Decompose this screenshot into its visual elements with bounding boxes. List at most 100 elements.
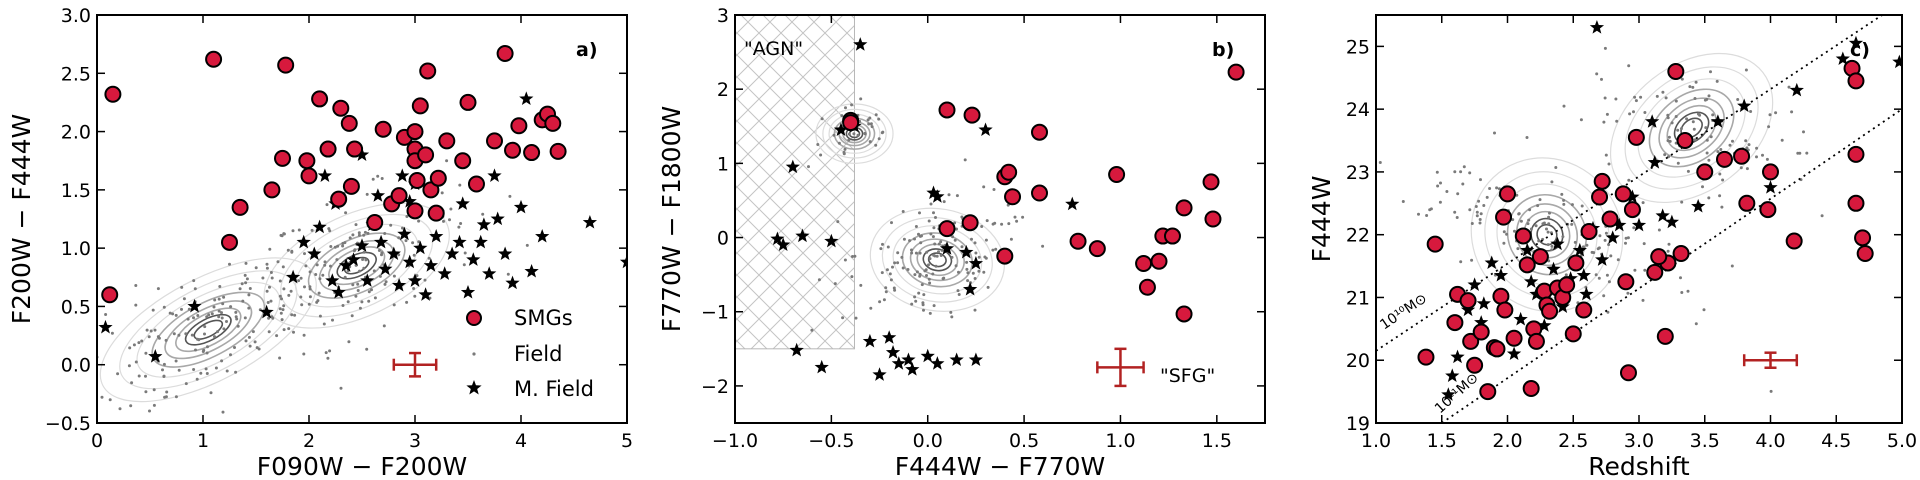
smg-point [1785, 232, 1803, 250]
field-point [266, 301, 270, 304]
panel-c-xlabel: Redshift [1588, 452, 1690, 480]
smg-point [1466, 356, 1484, 374]
mfield-point [949, 352, 964, 367]
y-tick-label: 0.0 [61, 355, 91, 377]
field-point [1805, 151, 1809, 155]
field-point [462, 263, 466, 267]
smg-point [366, 213, 384, 231]
field-point [963, 158, 967, 162]
field-point [902, 237, 906, 241]
field-point [850, 275, 854, 279]
y-tick-label: 1 [717, 153, 729, 175]
field-point [957, 270, 960, 274]
mfield-point [444, 246, 460, 261]
field-point [971, 271, 975, 275]
mfield-point [785, 159, 800, 174]
field-point [1482, 204, 1486, 207]
field-point [927, 277, 931, 281]
field-point [906, 268, 910, 271]
field-point [318, 277, 322, 281]
field-point [1511, 218, 1515, 222]
field-point [1705, 151, 1709, 155]
density-contour [99, 257, 317, 403]
density-contour [869, 207, 1005, 312]
field-point [965, 267, 969, 271]
x-tick-label: 3 [409, 430, 421, 452]
field-point [884, 286, 888, 290]
field-point [1692, 127, 1696, 131]
field-point [1378, 161, 1382, 164]
field-point [1009, 237, 1013, 241]
mfield-point [312, 219, 327, 234]
field-point [1641, 201, 1645, 205]
field-point [1453, 210, 1457, 214]
mfield-point [391, 277, 407, 292]
field-point [1603, 238, 1607, 242]
field-point [1686, 289, 1690, 293]
field-point [1600, 77, 1603, 81]
field-point [308, 285, 312, 289]
field-point [1550, 180, 1554, 184]
field-point [1428, 208, 1432, 212]
panel-c-ylabel: F444W [1307, 176, 1336, 263]
mfield-point [331, 284, 346, 299]
smg-point [231, 198, 249, 216]
mfield-point [1835, 51, 1850, 66]
field-point [343, 241, 347, 245]
field-point [1401, 200, 1405, 203]
panel-a: SMGs Field M. Field a) 0 1 2 3 4 5 −0.5 0.0 0.5 1… [7, 5, 633, 480]
smg-point [1163, 227, 1181, 245]
field-point [927, 219, 931, 223]
field-point [376, 174, 380, 178]
field-point [1456, 192, 1460, 196]
mfield-point [1645, 114, 1660, 128]
density-contour [922, 248, 953, 272]
field-point [448, 218, 451, 222]
field-point [1624, 236, 1628, 240]
field-point [1628, 112, 1632, 116]
field-point [1704, 126, 1708, 130]
field-point [1570, 222, 1574, 226]
field-point [1676, 161, 1680, 165]
smg-point [1495, 208, 1513, 226]
field-point [328, 229, 332, 233]
smg-point [406, 202, 424, 220]
field-point [1666, 249, 1670, 253]
field-point [190, 333, 194, 337]
field-point [980, 225, 984, 228]
mfield-point [959, 244, 974, 259]
smg-point [1558, 276, 1576, 294]
field-point [353, 248, 357, 252]
field-point [279, 311, 283, 315]
panel-b-smg-points [842, 63, 1245, 323]
field-point [1515, 193, 1519, 197]
field-point [1798, 151, 1802, 155]
field-point [888, 272, 892, 276]
field-point [220, 359, 224, 363]
field-point [974, 251, 978, 255]
field-point [889, 278, 893, 282]
field-point [931, 272, 935, 276]
field-point [1624, 241, 1627, 245]
field-point [953, 238, 957, 242]
field-point [1519, 219, 1523, 223]
x-tick-label: 1.5 [1427, 430, 1457, 452]
field-point [209, 391, 213, 395]
field-point [229, 353, 232, 357]
field-point [1470, 258, 1474, 262]
smg-point [346, 140, 364, 158]
density-contour [1658, 97, 1725, 159]
field-point [844, 106, 847, 110]
mfield-point [402, 194, 417, 208]
field-point [132, 343, 136, 347]
field-point [162, 305, 166, 309]
field-point [1767, 125, 1771, 129]
field-point [925, 274, 928, 277]
field-point [171, 312, 175, 316]
smg-point [549, 142, 567, 160]
smg-point [1575, 301, 1593, 319]
field-point [1488, 187, 1492, 190]
field-point [1749, 110, 1753, 113]
mfield-point [824, 233, 839, 248]
x-tick-label: 1.0 [1361, 430, 1391, 452]
